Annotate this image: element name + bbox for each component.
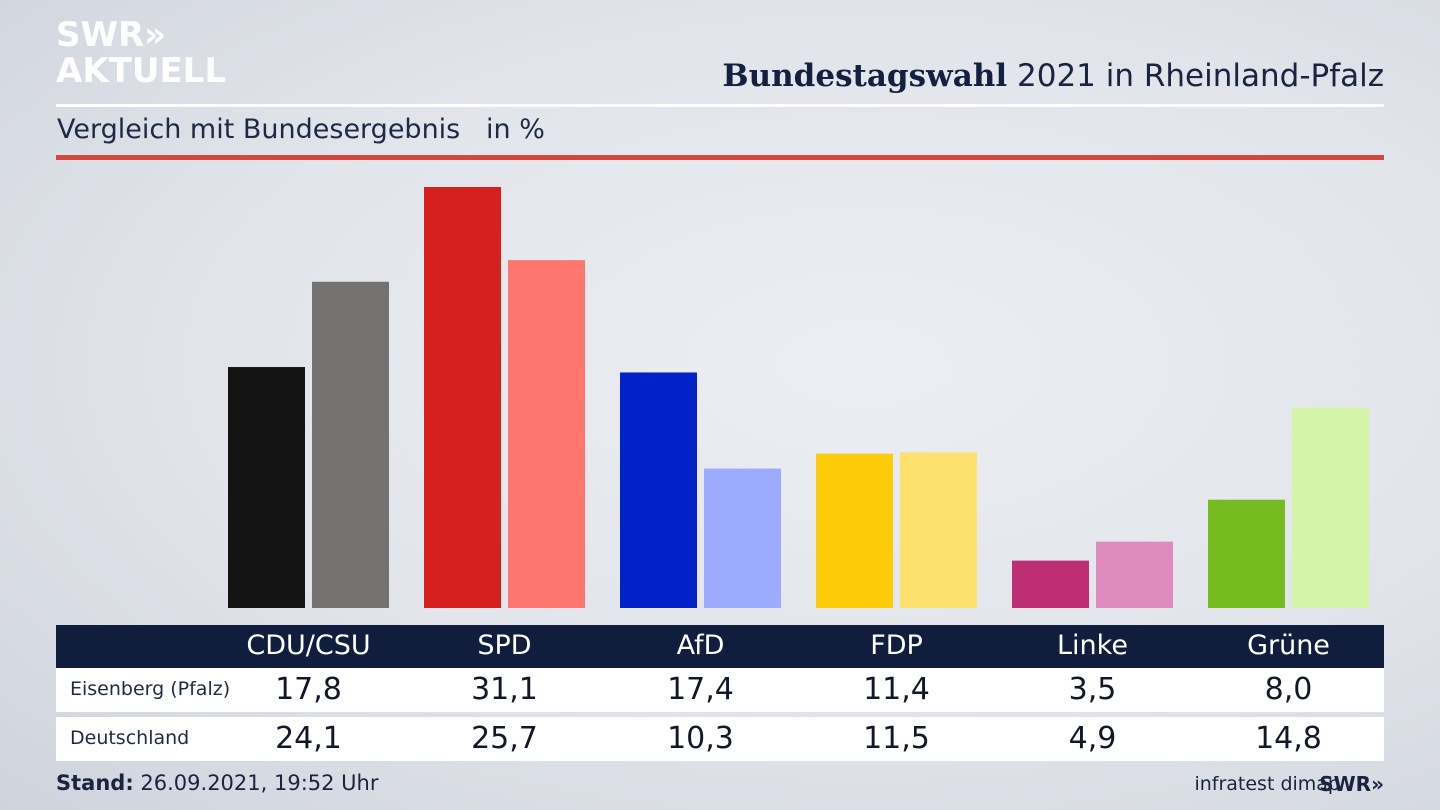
value-linke-eisenberg: 3,5 bbox=[1068, 672, 1117, 707]
swr-aktuell-logo: SWR» AKTUELL bbox=[56, 18, 226, 88]
title-rest: 2021 in Rheinland-Pfalz bbox=[1007, 58, 1384, 94]
value-cdu-csu-deutschland: 24,1 bbox=[275, 721, 342, 756]
value-afd-deutschland: 10,3 bbox=[667, 721, 734, 756]
value-fdp-eisenberg: 11,4 bbox=[863, 672, 930, 707]
bar-linke-deutschland bbox=[1096, 541, 1173, 608]
stand-label: Stand: bbox=[56, 771, 134, 795]
value-gruene-deutschland: 14,8 bbox=[1255, 721, 1322, 756]
footer-timestamp: Stand: 26.09.2021, 19:52 Uhr bbox=[56, 771, 379, 795]
bar-fdp-deutschland bbox=[900, 452, 977, 608]
value-fdp-deutschland: 11,5 bbox=[863, 721, 930, 756]
title-divider bbox=[56, 104, 1384, 107]
bar-afd-deutschland bbox=[704, 468, 781, 608]
footer-source: infratest dimap bbox=[1194, 773, 1340, 795]
value-afd-eisenberg: 17,4 bbox=[667, 672, 734, 707]
bar-spd-eisenberg bbox=[424, 187, 501, 608]
party-label-spd: SPD bbox=[477, 630, 532, 661]
bar-fdp-eisenberg bbox=[816, 453, 893, 608]
bar-afd-eisenberg bbox=[620, 372, 697, 608]
bar-linke-eisenberg bbox=[1012, 560, 1089, 608]
table-row-deutschland: Deutschland bbox=[56, 717, 1384, 761]
value-gruene-eisenberg: 8,0 bbox=[1264, 672, 1313, 707]
row-label-eisenberg: Eisenberg (Pfalz) bbox=[70, 678, 231, 700]
row-label-deutschland: Deutschland bbox=[70, 727, 190, 749]
bar-spd-deutschland bbox=[508, 260, 585, 608]
stand-value: 26.09.2021, 19:52 Uhr bbox=[133, 771, 379, 795]
value-linke-deutschland: 4,9 bbox=[1068, 721, 1117, 756]
party-label-fdp: FDP bbox=[870, 630, 923, 661]
party-label-afd: AfD bbox=[676, 630, 725, 661]
title-bold: Bundestagswahl bbox=[722, 58, 1008, 94]
bar-gruene-deutschland bbox=[1292, 407, 1369, 608]
party-label-gruene: Grüne bbox=[1247, 630, 1330, 661]
table-row-eisenberg: Eisenberg (Pfalz) bbox=[56, 668, 1384, 712]
page-title: Bundestagswahl 2021 in Rheinland-Pfalz bbox=[722, 58, 1384, 94]
footer-swr-logo: SWR» bbox=[1319, 772, 1384, 796]
bar-cdu-csu-deutschland bbox=[312, 281, 389, 608]
logo-line-1: SWR» bbox=[56, 15, 167, 55]
subtitle-divider bbox=[56, 155, 1384, 160]
chart-subtitle: Vergleich mit Bundesergebnis in % bbox=[57, 114, 545, 145]
logo-line-2: AKTUELL bbox=[56, 51, 227, 91]
party-label-linke: Linke bbox=[1057, 630, 1128, 661]
value-cdu-csu-eisenberg: 17,8 bbox=[275, 672, 342, 707]
bar-cdu-csu-eisenberg bbox=[228, 367, 305, 608]
value-spd-deutschland: 25,7 bbox=[471, 721, 538, 756]
party-label-cdu-csu: CDU/CSU bbox=[246, 630, 371, 661]
bar-gruene-eisenberg bbox=[1208, 499, 1285, 608]
value-spd-eisenberg: 31,1 bbox=[471, 672, 538, 707]
party-header-band bbox=[56, 625, 1384, 668]
